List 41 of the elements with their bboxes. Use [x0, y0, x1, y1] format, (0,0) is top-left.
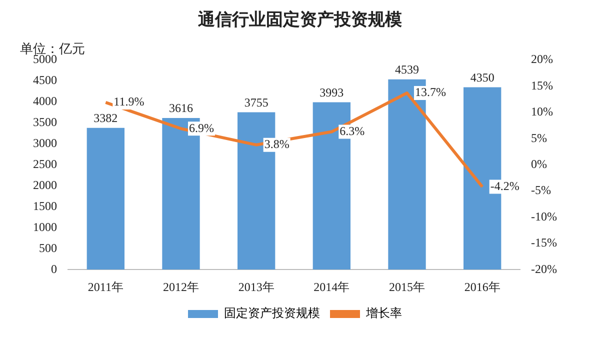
data-label: 4539 — [395, 62, 420, 76]
y-tick-label: 4500 — [33, 73, 57, 88]
y2-tick-label: 5% — [531, 130, 548, 145]
y2-tick-label: 10% — [531, 104, 554, 119]
y2-tick-label: -15% — [531, 236, 558, 250]
y2-tick-label: -5% — [531, 183, 552, 198]
x-tick-label: 2015年 — [389, 280, 426, 294]
chart-title: 通信行业固定资产投资规模 — [197, 9, 403, 31]
data-label: 6.9% — [189, 120, 214, 135]
legend-label: 固定资产投资规模 — [224, 306, 320, 320]
data-label: -4.2% — [490, 178, 520, 193]
data-label: 3.8% — [264, 137, 290, 152]
y-tick-label: 2000 — [33, 178, 57, 192]
x-tick-label: 2013年 — [238, 280, 274, 294]
x-tick-label: 2012年 — [163, 280, 199, 294]
y-tick-label: 1000 — [33, 220, 57, 234]
y-tick-label: 4000 — [33, 94, 57, 108]
x-tick-label: 2011年 — [88, 280, 124, 294]
bar — [86, 128, 124, 270]
data-label: 3755 — [244, 95, 268, 110]
y-tick-label: 2500 — [33, 156, 57, 171]
x-tick-label: 2016年 — [464, 280, 500, 294]
y-tick-label: 500 — [39, 240, 57, 255]
data-label: 4350 — [470, 70, 494, 84]
y2-tick-label: 0% — [531, 156, 548, 171]
data-label: 3382 — [94, 110, 118, 125]
data-label: 11.9% — [114, 94, 144, 109]
y2-tick-label: 15% — [531, 78, 554, 92]
data-label: 3993 — [320, 85, 344, 100]
data-label: 3616 — [169, 101, 193, 116]
y-tick-label: 1500 — [33, 198, 57, 213]
y-tick-label: 3000 — [33, 136, 57, 150]
y-tick-label: 3500 — [33, 115, 57, 130]
y2-tick-label: -10% — [531, 209, 558, 224]
y-tick-label: 0 — [51, 262, 57, 276]
legend-label: 增长率 — [365, 306, 402, 320]
data-label: 13.7% — [415, 85, 446, 100]
data-label: 6.3% — [340, 124, 365, 138]
y2-tick-label: 20% — [531, 52, 554, 66]
x-tick-label: 2014年 — [314, 280, 350, 294]
y2-tick-label: -20% — [531, 262, 558, 276]
